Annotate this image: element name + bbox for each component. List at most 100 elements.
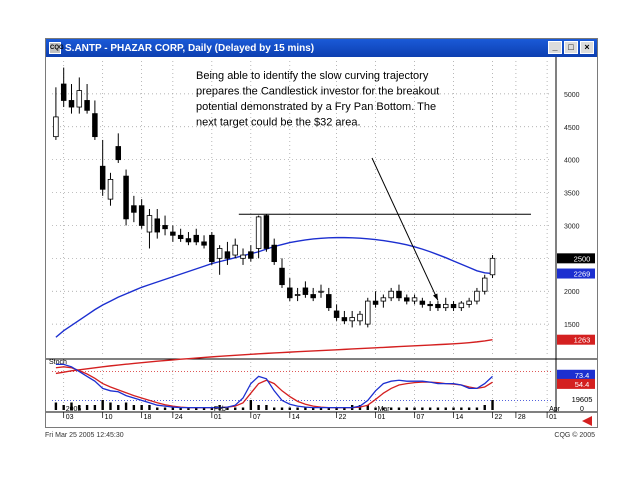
candle: [193, 228, 199, 246]
volume-bar: [132, 405, 136, 410]
price-tag: 2269: [557, 268, 595, 279]
volume-bar: [226, 407, 229, 410]
candle: [388, 287, 394, 302]
candle: [349, 310, 355, 328]
candle-body: [443, 303, 449, 309]
candle: [404, 294, 410, 305]
volume-bar: [382, 407, 385, 410]
candle: [53, 87, 59, 140]
volume-bar: [101, 400, 104, 410]
volume-bar: [54, 402, 58, 410]
volume-bar: [460, 407, 463, 410]
price-tag: 2500: [557, 253, 595, 264]
candle: [341, 310, 348, 325]
volume-bar: [117, 405, 120, 410]
candle: [458, 301, 465, 311]
candle: [271, 238, 277, 265]
volume-bar: [156, 407, 159, 410]
title-bar[interactable]: CQG S.ANTP - PHAZAR CORP, Daily (Delayed…: [46, 39, 597, 57]
volume-bar: [78, 405, 81, 410]
volume-bar: [210, 407, 214, 410]
time-tick-label: 07: [253, 414, 261, 421]
maximize-icon[interactable]: □: [564, 41, 578, 54]
volume-bar: [319, 407, 323, 410]
volume-bar: [421, 407, 424, 410]
volume-bar: [483, 405, 486, 410]
volume-bar: [163, 407, 167, 410]
candle-body: [92, 113, 98, 138]
candle: [162, 215, 168, 236]
time-tick-label: 01: [214, 414, 222, 421]
candle-body: [146, 215, 153, 233]
candle: [326, 287, 332, 311]
volume-bar: [491, 400, 494, 410]
candle-body: [209, 234, 215, 263]
candle-body: [138, 205, 145, 226]
candle-body: [489, 257, 496, 276]
candle-body: [435, 303, 441, 309]
candle: [294, 287, 301, 302]
footer-timestamp: Fri Mar 25 2005 12:45:30: [45, 432, 124, 439]
stoch-tag: 73.4: [557, 369, 595, 380]
candle-body: [131, 205, 137, 213]
price-tick-label: 4000: [564, 158, 580, 165]
candle: [435, 301, 441, 311]
candle: [427, 301, 433, 311]
price-tag-label: 2500: [574, 254, 591, 263]
month-label: 2005: [66, 406, 82, 413]
volume-bar: [187, 407, 190, 410]
candle: [107, 172, 114, 206]
candle: [474, 287, 480, 305]
app-icon: CQG: [49, 42, 64, 54]
candle-body: [333, 310, 340, 318]
candlestick-chart[interactable]: 5000 4500 4000 3500 3000 2500 2000 1500 Being ab…: [46, 57, 597, 427]
volume-bar: [171, 407, 175, 410]
month-label: Mar: [378, 406, 391, 413]
candle-body: [162, 225, 168, 230]
candle: [357, 310, 363, 326]
candle-body: [115, 146, 122, 161]
time-tick-label: 22: [339, 414, 347, 421]
candle-body: [466, 300, 472, 305]
candle: [216, 245, 223, 275]
candle: [255, 215, 262, 259]
candle: [76, 77, 83, 114]
volume-bar: [234, 407, 237, 410]
stoch-tag-label: 73.4: [575, 371, 590, 380]
volume-bar: [195, 407, 198, 410]
stoch-tag: 54.4: [557, 378, 595, 389]
volume-bar: [389, 407, 393, 410]
window-title: S.ANTP - PHAZAR CORP, Daily (Delayed by …: [65, 42, 315, 54]
candle: [201, 235, 207, 249]
volume-bar: [405, 407, 408, 410]
annotation-line: Being able to identify the slow curving …: [196, 70, 429, 82]
price-tick-label: 2000: [564, 289, 580, 296]
price-tag-label: 2269: [574, 270, 591, 279]
candle-body: [318, 290, 324, 293]
candle: [84, 84, 90, 114]
volume-bar: [413, 407, 416, 410]
candle-body: [53, 116, 59, 138]
time-tick-label: 14: [456, 414, 464, 421]
candle: [123, 169, 129, 226]
candle: [489, 255, 496, 279]
volume-bar: [296, 407, 299, 410]
candle: [224, 241, 231, 265]
minimize-icon[interactable]: _: [548, 41, 562, 54]
close-icon[interactable]: ×: [580, 41, 594, 54]
candle: [146, 209, 153, 249]
volume-bar: [343, 407, 346, 410]
volume-bar: [475, 407, 479, 410]
price-tick-label: 1500: [564, 322, 580, 329]
candle: [115, 133, 122, 163]
price-tick-label: 3000: [564, 223, 580, 230]
candle-body: [380, 297, 387, 302]
candle: [318, 284, 324, 298]
candle-body: [427, 303, 433, 307]
candle-body: [388, 290, 394, 299]
candle: [302, 281, 309, 298]
candle-body: [450, 303, 457, 309]
candle: [131, 195, 137, 223]
volume-bar: [311, 407, 315, 410]
candle: [380, 294, 387, 308]
